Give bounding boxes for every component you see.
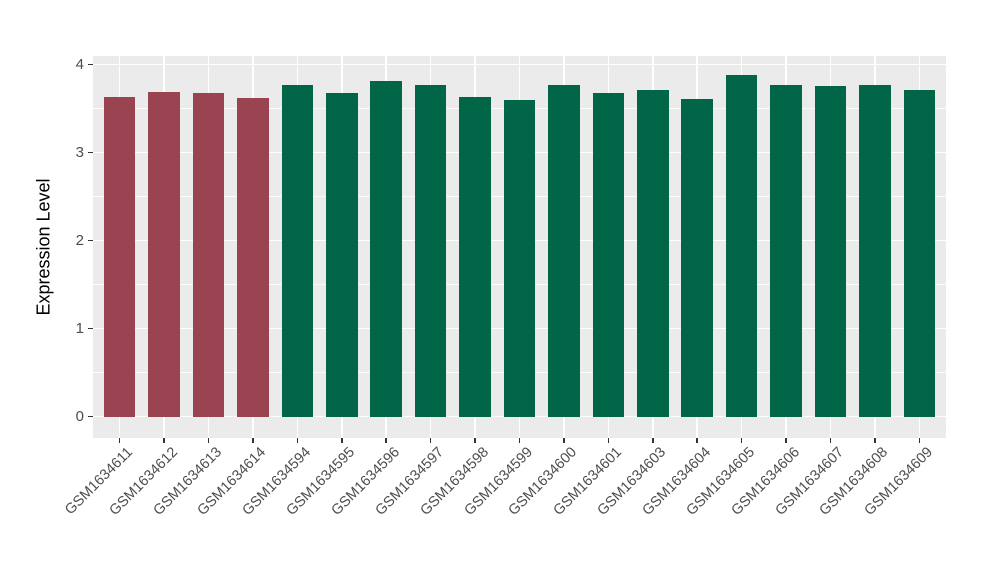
- x-tick-mark: [296, 438, 299, 443]
- bar-GSM1634611: [103, 96, 136, 417]
- bar-GSM1634594: [281, 85, 314, 417]
- bar-GSM1634613: [192, 93, 225, 417]
- bar-GSM1634612: [148, 91, 180, 417]
- bar-GSM1634599: [503, 100, 536, 417]
- plot-panel: [93, 56, 946, 438]
- x-tick-mark: [385, 438, 387, 443]
- x-tick-mark: [518, 438, 521, 443]
- bar-GSM1634608: [859, 84, 891, 417]
- y-tick-mark: [88, 415, 93, 418]
- x-tick-mark: [207, 438, 210, 443]
- x-tick-mark: [652, 438, 654, 443]
- x-tick-mark: [785, 438, 787, 443]
- x-tick-mark: [918, 438, 921, 443]
- x-tick-mark: [118, 438, 121, 443]
- bar-GSM1634596: [370, 81, 402, 417]
- bar-GSM1634601: [592, 93, 625, 417]
- bar-GSM1634600: [548, 84, 580, 417]
- x-tick-mark: [163, 438, 165, 443]
- bar-GSM1634603: [637, 89, 669, 417]
- y-tick-mark: [88, 239, 93, 242]
- x-tick-mark: [829, 438, 832, 443]
- x-tick-mark: [696, 438, 698, 443]
- x-tick-mark: [607, 438, 610, 443]
- bar-GSM1634597: [414, 85, 447, 417]
- y-tick-label: 2: [75, 231, 84, 249]
- bar-GSM1634604: [681, 98, 713, 417]
- bar-GSM1634598: [459, 96, 491, 417]
- bar-GSM1634607: [814, 86, 847, 417]
- x-tick-mark: [341, 438, 343, 443]
- y-tick-label: 3: [75, 143, 84, 161]
- bar-GSM1634609: [903, 89, 936, 417]
- y-tick-mark: [88, 63, 93, 66]
- y-tick-mark: [88, 327, 93, 330]
- x-tick-mark: [740, 438, 743, 443]
- y-tick-mark: [88, 151, 93, 154]
- x-tick-mark: [563, 438, 565, 443]
- x-tick-mark: [874, 438, 876, 443]
- bar-GSM1634595: [326, 93, 358, 417]
- bar-GSM1634605: [725, 74, 758, 417]
- x-tick-mark: [252, 438, 254, 443]
- bar-GSM1634614: [237, 97, 269, 417]
- y-tick-label: 0: [75, 408, 84, 426]
- x-tick-mark: [474, 438, 476, 443]
- y-tick-label: 1: [75, 319, 84, 337]
- y-tick-label: 4: [75, 55, 84, 73]
- bar-GSM1634606: [770, 85, 802, 417]
- x-tick-mark: [429, 438, 432, 443]
